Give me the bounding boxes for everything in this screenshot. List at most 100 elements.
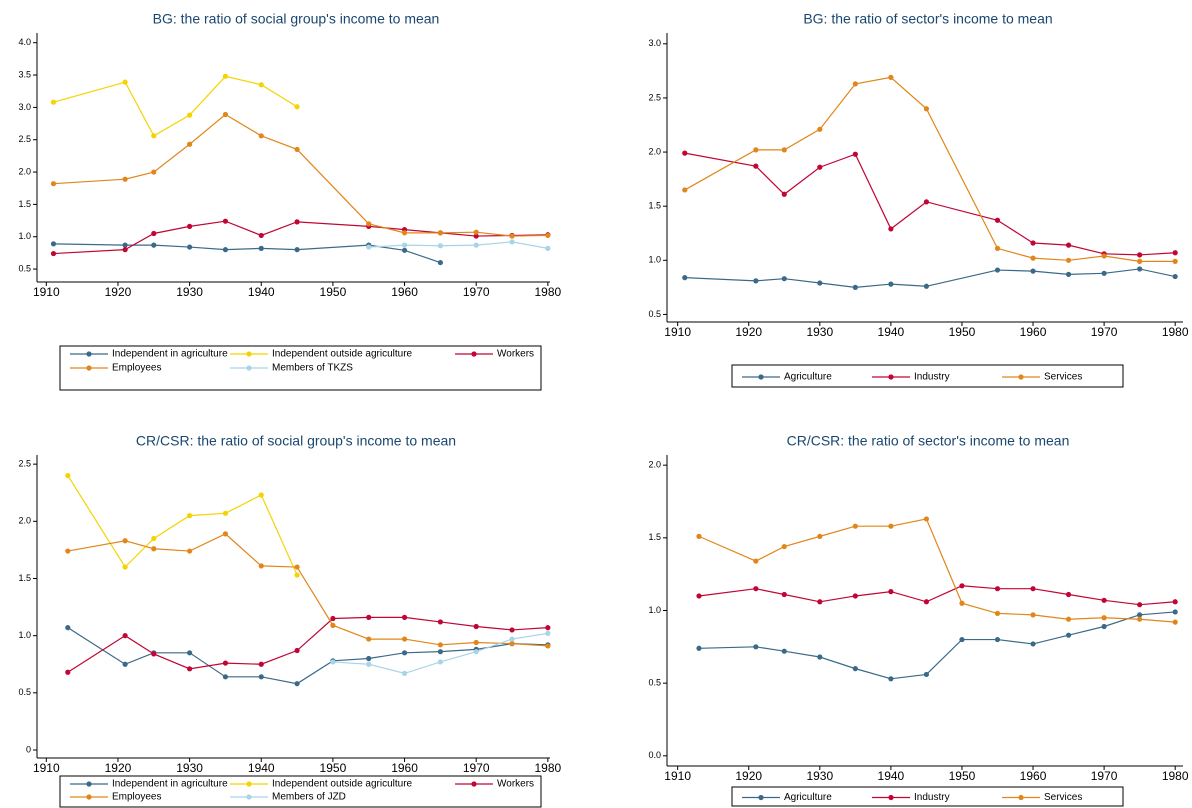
y-tick-label: 0.5 — [648, 678, 661, 688]
data-point — [187, 141, 193, 147]
data-point — [509, 641, 515, 647]
data-point — [258, 245, 264, 251]
legend-box — [731, 786, 1124, 807]
data-point — [852, 81, 858, 87]
legend-marker — [86, 794, 92, 800]
data-point — [1101, 253, 1107, 259]
x-tick-label: 1950 — [949, 325, 976, 339]
y-tick-label: 3.0 — [18, 102, 31, 112]
data-point — [696, 593, 702, 599]
data-point — [187, 244, 193, 250]
data-point — [959, 583, 965, 589]
data-point — [50, 181, 57, 187]
data-point — [781, 147, 787, 153]
x-tick-label: 1980 — [1162, 325, 1189, 339]
data-point — [437, 619, 443, 625]
data-point — [294, 681, 300, 687]
data-point — [1137, 616, 1143, 622]
data-point — [366, 661, 372, 667]
data-point — [437, 642, 443, 648]
legend-label: Agriculture — [784, 372, 832, 383]
data-point — [122, 538, 128, 544]
data-point — [682, 187, 688, 193]
legend-box — [59, 345, 542, 391]
data-point — [187, 548, 193, 554]
series-line — [67, 533, 548, 647]
data-point — [222, 247, 229, 253]
data-point — [187, 666, 193, 672]
x-tick-label: 1960 — [1020, 769, 1047, 783]
data-point — [682, 275, 688, 281]
legend-marker — [86, 365, 92, 371]
data-point — [258, 492, 264, 498]
data-point — [122, 176, 128, 182]
x-tick-label: 1950 — [320, 285, 347, 299]
chart-title: BG: the ratio of social group's income t… — [153, 11, 440, 27]
x-tick-label: 1980 — [534, 761, 561, 775]
data-point — [852, 593, 858, 599]
data-point — [1172, 619, 1178, 625]
data-point — [753, 278, 759, 284]
data-point — [1065, 616, 1072, 622]
y-tick-label: 0.5 — [18, 263, 31, 273]
data-point — [923, 599, 930, 605]
x-tick-label: 1920 — [735, 769, 762, 783]
data-point — [888, 676, 894, 682]
series-line — [698, 585, 1176, 606]
data-point — [1137, 612, 1143, 618]
data-point — [852, 284, 858, 290]
data-point — [781, 276, 787, 282]
legend-label: Members of JZD — [272, 792, 346, 803]
data-point — [923, 283, 930, 289]
x-tick-label: 1920 — [105, 761, 132, 775]
data-point — [994, 636, 1001, 643]
series-line — [67, 616, 548, 673]
data-point — [473, 242, 479, 248]
data-point — [330, 615, 336, 622]
legend-marker — [758, 374, 764, 380]
data-point — [1137, 258, 1143, 264]
data-point — [753, 558, 759, 564]
data-point — [509, 239, 515, 245]
data-point — [122, 564, 128, 570]
data-point — [294, 219, 300, 225]
x-tick-label: 1940 — [878, 769, 905, 783]
x-tick-label: 1970 — [1091, 325, 1118, 339]
series-line — [684, 152, 1176, 256]
data-point — [509, 627, 515, 633]
legend-label: Independent in agriculture — [112, 349, 228, 360]
y-tick-label: 2.0 — [648, 146, 661, 156]
data-point — [473, 229, 479, 235]
data-point — [437, 230, 443, 236]
data-point — [852, 151, 858, 157]
data-point — [1030, 641, 1036, 647]
legend-marker — [246, 794, 252, 800]
data-point — [817, 126, 823, 132]
data-point — [888, 523, 894, 529]
data-point — [401, 636, 408, 642]
x-tick-label: 1940 — [248, 761, 275, 775]
x-tick-label: 1930 — [176, 285, 203, 299]
data-point — [817, 599, 823, 605]
data-point — [753, 644, 759, 650]
data-point — [888, 589, 894, 595]
data-point — [888, 281, 894, 287]
data-point — [1101, 615, 1107, 621]
data-point — [222, 111, 229, 118]
data-point — [151, 651, 157, 657]
series-line — [368, 241, 548, 249]
data-point — [696, 533, 702, 539]
y-tick-label: 0 — [26, 744, 31, 754]
y-tick-label: 2.0 — [18, 516, 31, 526]
data-point — [294, 104, 300, 110]
data-point — [781, 648, 787, 654]
data-point — [437, 243, 443, 249]
data-point — [1172, 258, 1178, 264]
data-point — [222, 510, 229, 516]
legend-marker — [1018, 374, 1024, 380]
legend-label: Independent outside agriculture — [272, 779, 413, 790]
data-point — [509, 233, 515, 239]
data-point — [258, 674, 264, 680]
chart-title: CR/CSR: the ratio of social group's inco… — [136, 433, 456, 449]
